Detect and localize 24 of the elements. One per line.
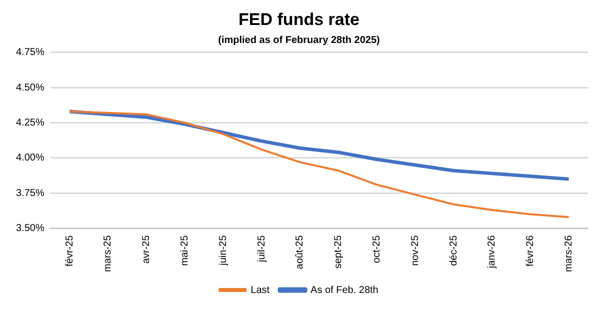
chart-title: FED funds rate bbox=[238, 10, 360, 29]
x-tick-label: mai-25 bbox=[180, 234, 191, 266]
x-tick-label: août-25 bbox=[294, 234, 306, 270]
x-tick-label: févr-25 bbox=[64, 234, 76, 266]
y-tick-label: 4.75% bbox=[16, 47, 44, 58]
chart-subtitle: (implied as of February 28th 2025) bbox=[218, 35, 380, 46]
y-tick-label: 4.25% bbox=[16, 118, 44, 129]
x-tick-label: mars-25 bbox=[102, 234, 114, 272]
x-tick-label: mars-26 bbox=[564, 234, 575, 272]
legend-label: Last bbox=[250, 284, 270, 296]
x-tick-label: sept-25 bbox=[333, 234, 344, 269]
x-tick-label: nov-25 bbox=[410, 234, 421, 266]
x-tick-label: janv-26 bbox=[486, 234, 498, 270]
x-tick-label: oct-25 bbox=[372, 234, 383, 264]
y-tick-label: 4.50% bbox=[16, 82, 44, 94]
legend-label: As of Feb. 28th bbox=[310, 284, 378, 296]
x-tick-label: avr-25 bbox=[141, 234, 152, 264]
x-tick-label: juin-25 bbox=[218, 234, 229, 266]
x-tick-label: déc-25 bbox=[448, 234, 460, 266]
y-tick-label: 3.50% bbox=[16, 223, 44, 234]
x-tick-label: févr-26 bbox=[525, 234, 536, 266]
y-tick-label: 3.75% bbox=[16, 188, 44, 199]
y-tick-label: 4.00% bbox=[16, 152, 44, 164]
x-tick-label: juil-25 bbox=[256, 234, 268, 264]
